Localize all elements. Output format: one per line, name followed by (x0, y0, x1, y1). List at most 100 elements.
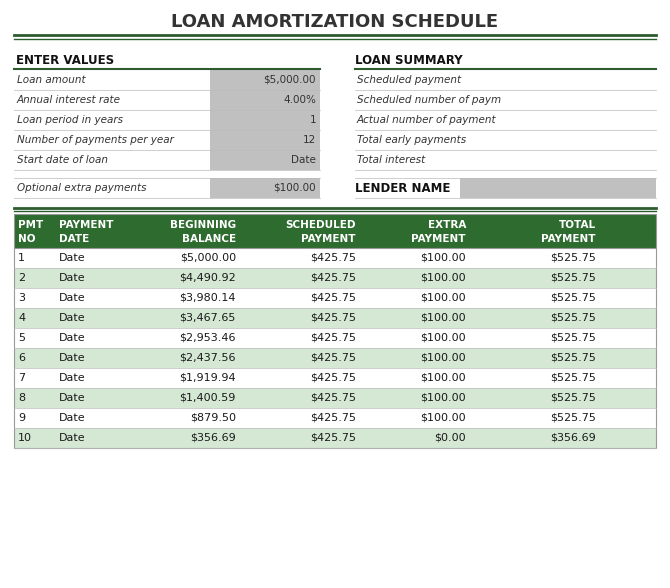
Bar (210, 130, 320, 150)
Bar (14, 288, 656, 308)
Text: Date: Date (59, 413, 86, 423)
Text: $1,919.94: $1,919.94 (180, 373, 236, 383)
Text: Date: Date (59, 373, 86, 383)
Text: PMT: PMT (18, 220, 44, 230)
Text: Optional extra payments: Optional extra payments (17, 183, 147, 193)
Text: $5,000.00: $5,000.00 (263, 75, 316, 85)
Text: TOTAL: TOTAL (559, 220, 596, 230)
Text: Date: Date (59, 333, 86, 343)
Text: $100.00: $100.00 (273, 183, 316, 193)
Text: 5: 5 (18, 333, 25, 343)
Text: $425.75: $425.75 (310, 253, 356, 263)
Text: 1: 1 (18, 253, 25, 263)
Text: Start date of loan: Start date of loan (17, 155, 108, 165)
Text: 2: 2 (18, 273, 25, 283)
Text: Annual interest rate: Annual interest rate (17, 95, 121, 105)
Text: PAYMENT: PAYMENT (302, 234, 356, 244)
Text: Total interest: Total interest (357, 155, 425, 165)
Bar (210, 90, 320, 110)
Text: Date: Date (59, 433, 86, 443)
Text: LOAN AMORTIZATION SCHEDULE: LOAN AMORTIZATION SCHEDULE (172, 13, 498, 31)
Bar (14, 214, 656, 448)
Text: BALANCE: BALANCE (182, 234, 236, 244)
Text: $0.00: $0.00 (434, 433, 466, 443)
Bar (14, 268, 656, 288)
Text: Date: Date (59, 353, 86, 363)
Text: PAYMENT: PAYMENT (59, 220, 113, 230)
Bar (460, 178, 656, 198)
Text: 7: 7 (18, 373, 25, 383)
Text: 3: 3 (18, 293, 25, 303)
Text: NO: NO (18, 234, 36, 244)
Text: 4: 4 (18, 313, 25, 323)
Bar (14, 328, 656, 348)
Text: DATE: DATE (59, 234, 89, 244)
Text: $425.75: $425.75 (310, 333, 356, 343)
Text: $525.75: $525.75 (550, 413, 596, 423)
Text: 10: 10 (18, 433, 32, 443)
Text: $525.75: $525.75 (550, 353, 596, 363)
Text: $525.75: $525.75 (550, 273, 596, 283)
Text: PAYMENT: PAYMENT (411, 234, 466, 244)
Text: Date: Date (59, 393, 86, 403)
Text: Date: Date (59, 253, 86, 263)
Text: $425.75: $425.75 (310, 373, 356, 383)
Text: $100.00: $100.00 (420, 333, 466, 343)
Text: $3,980.14: $3,980.14 (180, 293, 236, 303)
Text: EXTRA: EXTRA (427, 220, 466, 230)
Bar (210, 110, 320, 130)
Text: $525.75: $525.75 (550, 293, 596, 303)
Text: $425.75: $425.75 (310, 293, 356, 303)
Text: LOAN SUMMARY: LOAN SUMMARY (355, 55, 462, 68)
Text: $879.50: $879.50 (190, 413, 236, 423)
Bar (210, 70, 320, 90)
Text: $2,953.46: $2,953.46 (180, 333, 236, 343)
Text: $525.75: $525.75 (550, 313, 596, 323)
Text: $5,000.00: $5,000.00 (180, 253, 236, 263)
Text: $356.69: $356.69 (550, 433, 596, 443)
Text: 12: 12 (303, 135, 316, 145)
Text: $425.75: $425.75 (310, 273, 356, 283)
Bar (210, 150, 320, 170)
Text: 6: 6 (18, 353, 25, 363)
Text: PAYMENT: PAYMENT (541, 234, 596, 244)
Text: $3,467.65: $3,467.65 (180, 313, 236, 323)
Text: $100.00: $100.00 (420, 253, 466, 263)
Text: 8: 8 (18, 393, 25, 403)
Text: $100.00: $100.00 (420, 313, 466, 323)
Bar (14, 408, 656, 428)
Text: $100.00: $100.00 (420, 373, 466, 383)
Text: $425.75: $425.75 (310, 353, 356, 363)
Text: $4,490.92: $4,490.92 (180, 273, 236, 283)
Text: $425.75: $425.75 (310, 433, 356, 443)
Text: $1,400.59: $1,400.59 (180, 393, 236, 403)
Text: $100.00: $100.00 (420, 353, 466, 363)
Text: ENTER VALUES: ENTER VALUES (16, 55, 114, 68)
Text: $525.75: $525.75 (550, 393, 596, 403)
Text: $100.00: $100.00 (420, 413, 466, 423)
Text: Loan amount: Loan amount (17, 75, 86, 85)
Text: LENDER NAME: LENDER NAME (355, 182, 450, 195)
Text: Scheduled payment: Scheduled payment (357, 75, 461, 85)
Text: $525.75: $525.75 (550, 333, 596, 343)
Text: Number of payments per year: Number of payments per year (17, 135, 174, 145)
Bar (14, 214, 656, 248)
Bar (14, 348, 656, 368)
Text: Scheduled number of paym: Scheduled number of paym (357, 95, 501, 105)
Text: Actual number of payment: Actual number of payment (357, 115, 496, 125)
Text: $525.75: $525.75 (550, 373, 596, 383)
Bar (14, 308, 656, 328)
Text: $2,437.56: $2,437.56 (180, 353, 236, 363)
Text: Loan period in years: Loan period in years (17, 115, 123, 125)
Text: $100.00: $100.00 (420, 273, 466, 283)
Text: Total early payments: Total early payments (357, 135, 466, 145)
Text: $425.75: $425.75 (310, 413, 356, 423)
Text: $525.75: $525.75 (550, 253, 596, 263)
Text: 1: 1 (310, 115, 316, 125)
Text: $100.00: $100.00 (420, 393, 466, 403)
Text: BEGINNING: BEGINNING (170, 220, 236, 230)
Bar (14, 248, 656, 268)
Bar (210, 178, 320, 198)
Text: SCHEDULED: SCHEDULED (285, 220, 356, 230)
Text: Date: Date (59, 313, 86, 323)
